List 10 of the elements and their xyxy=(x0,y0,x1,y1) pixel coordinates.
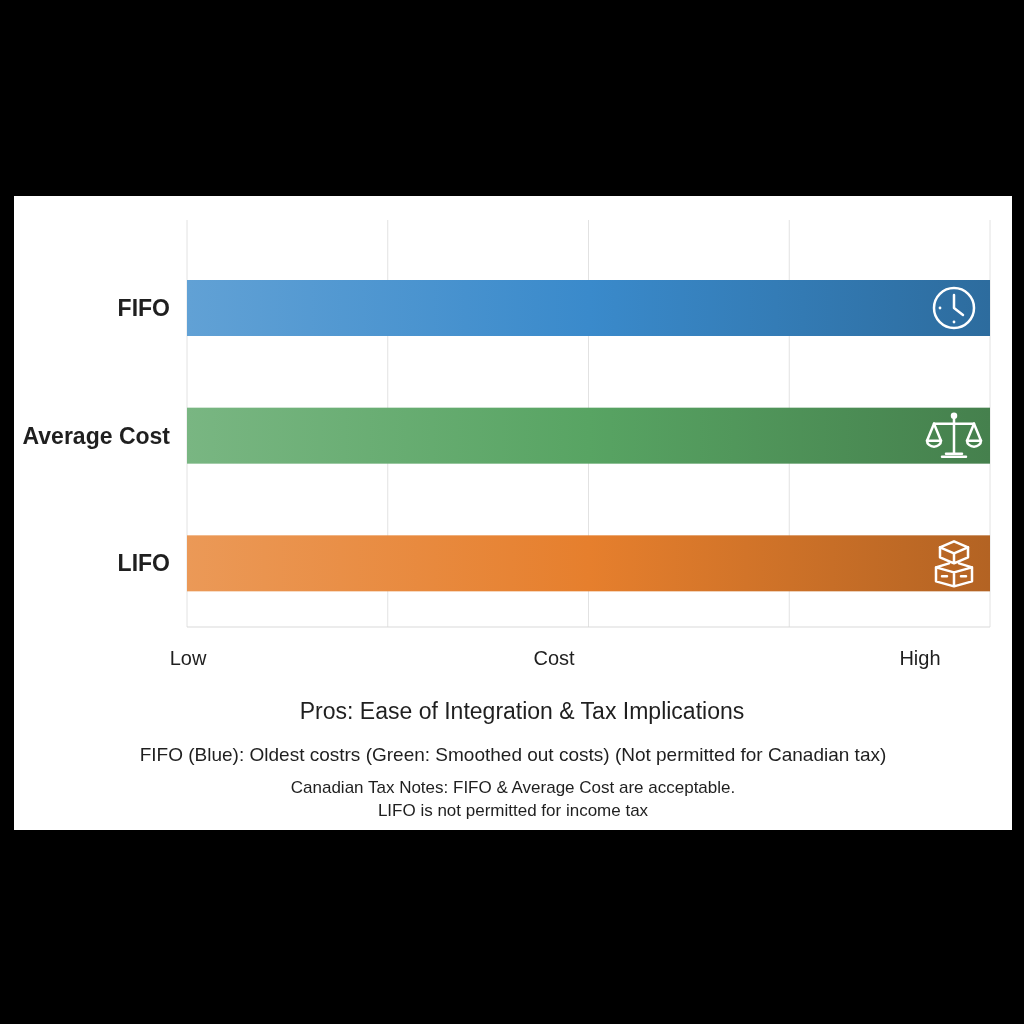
text: High xyxy=(898,646,942,670)
text: LIFO is not permitted for income tax xyxy=(376,800,650,822)
y-tick-label: FIFO xyxy=(117,295,170,321)
text: Pros: Ease of Integration & Tax Implications xyxy=(298,697,746,726)
x-axis-title: Cost xyxy=(532,646,576,670)
text: FIFO (Blue): Oldest costrs (Green: Smoothed out costs) (Not permitted for Canadian tax) xyxy=(138,743,888,767)
y-tick-label: Average Cost xyxy=(22,422,171,449)
text: Low xyxy=(168,646,208,670)
text: Canadian Tax Notes: FIFO & Average Cost are acceptable. xyxy=(289,777,737,799)
y-tick-label: LIFO xyxy=(117,550,170,577)
